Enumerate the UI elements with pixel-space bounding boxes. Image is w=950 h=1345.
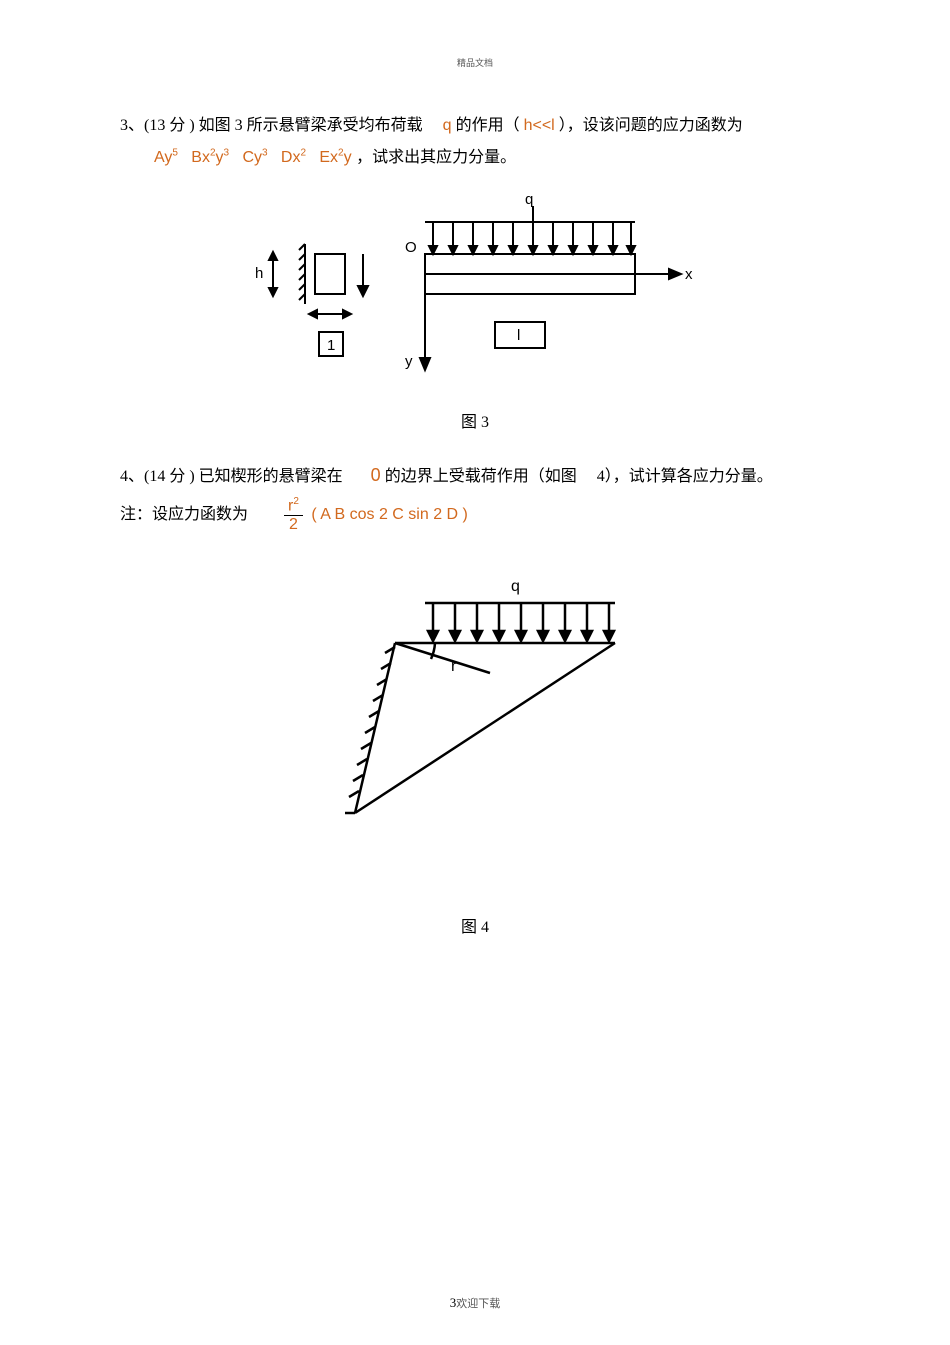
fig3-label-h: h [255,265,263,282]
term-C: Cy [242,149,262,166]
fig3-label-O: O [405,239,417,256]
q4-frac-num-exp: 2 [293,496,299,507]
figure-4-caption: 图 4 [120,913,830,937]
term-E1: Ex [319,149,338,166]
q3-formula: Ay5 Bx2y3 Cy3 Dx2 Ex2y [154,149,356,166]
fig3-label-y: y [405,353,413,370]
term-B2: y [216,149,224,166]
fig4-label-q: q [511,578,520,595]
page-footer: 3欢迎下载 [0,1295,950,1311]
q4-line1-b: 的边界上受载荷作用（如图 [385,468,577,485]
question-3: 3、(13 分 ) 如图 3 所示悬臂梁承受均布荷载 q 的作用（ h<<l ）… [120,110,830,174]
term-B2-exp: 3 [224,148,230,159]
q3-tail: ，试求出其应力分量。 [356,149,516,166]
q4-line1-a: 4、(14 分 ) 已知楔形的悬臂梁在 [120,468,343,485]
q4-theta-zero: 0 [371,465,381,485]
figure-3: q h 1 O l x y [255,174,695,384]
q3-load-symbol: q [443,117,452,134]
q3-condition: h<<l [524,117,555,134]
q3-mid2: ），设该问题的应力函数为 [559,117,743,134]
q3-mid: 的作用（ [456,117,524,134]
q4-paren: ( A B cos 2 C sin 2 D ) [311,506,468,523]
term-D: Dx [281,149,301,166]
figure-4: q r [315,563,635,863]
term-D-exp: 2 [300,148,306,159]
q4-frac-den: 2 [284,516,303,534]
term-B1: Bx [191,149,210,166]
question-4: 4、(14 分 ) 已知楔形的悬臂梁在 0 的边界上受载荷作用（如图 4），试计… [120,456,830,533]
figure-3-caption: 图 3 [120,408,830,432]
q4-stress-function: r2 2 ( A B cos 2 C sin 2 D ) [280,496,468,534]
term-C-exp: 3 [262,148,268,159]
footer-tail: 欢迎下载 [456,1298,500,1310]
page-header-small: 精品文档 [0,56,950,69]
fig3-label-1: 1 [327,337,335,354]
fig4-label-r: r [451,658,457,675]
term-A: Ay [154,149,172,166]
fig3-label-l: l [517,327,520,344]
fig3-label-x: x [685,266,693,283]
q3-prefix: 3、(13 分 ) 如图 3 所示悬臂梁承受均布荷载 [120,117,423,134]
q4-note-label: 注：设应力函数为 [120,497,248,532]
term-E2: y [344,149,352,166]
q4-line1-c: 4），试计算各应力分量。 [597,468,773,485]
term-A-exp: 5 [172,148,178,159]
fig3-label-q: q [525,191,533,208]
